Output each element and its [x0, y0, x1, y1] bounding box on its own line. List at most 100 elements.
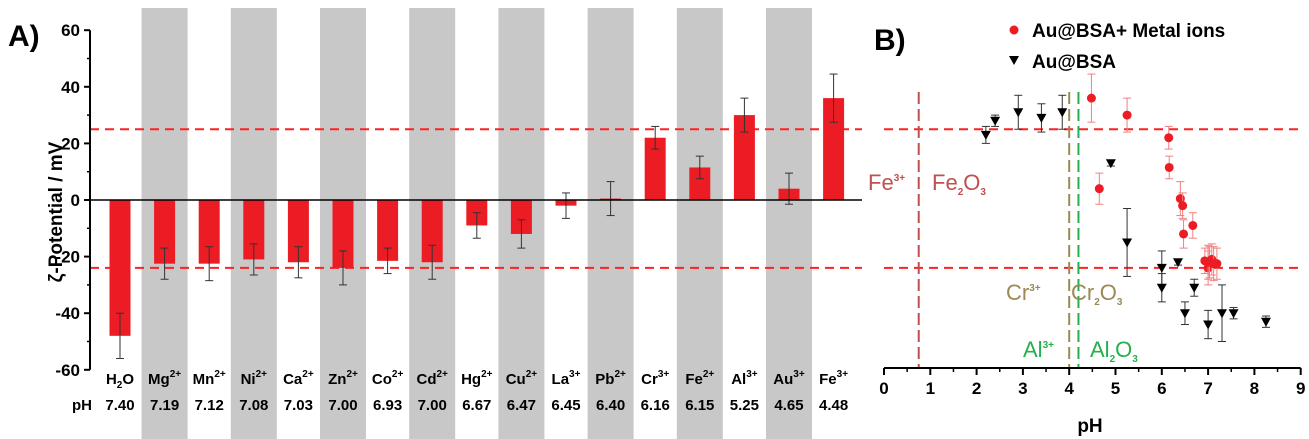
ph-value: 7.19 [150, 397, 179, 414]
x-tick-label: 2 [972, 379, 981, 398]
x-axis-title: pH [1077, 416, 1102, 437]
annotation-ion: Al [1023, 337, 1043, 362]
oxide-annotation: Al2O3 [1090, 337, 1138, 365]
x-tick-label: 4 [1064, 379, 1074, 398]
data-point [1156, 263, 1167, 273]
category-label: Hg2+ [461, 369, 493, 388]
legend: Au@BSA+ Metal ions Au@BSA [1009, 21, 1225, 73]
bar [198, 200, 220, 264]
oxide-subscript: 2 [958, 187, 964, 198]
ph-value: 5.25 [730, 397, 759, 414]
ion-charge: 2+ [436, 369, 448, 380]
ion-charge: 3+ [658, 369, 670, 380]
data-point [1212, 259, 1222, 269]
bars [109, 98, 845, 336]
ion-annotation: Cr3+ [1006, 280, 1041, 305]
bar [243, 200, 265, 260]
ion-charge: 2+ [392, 369, 404, 380]
oxide-oxygen: O [1100, 280, 1117, 305]
data-point [1036, 113, 1047, 123]
ph-values: 7.40 7.19 7.12 7.08 7.03 7.00 6.93 7.00 6.67 6.47… [105, 397, 848, 414]
category-label: Zn2+ [328, 369, 358, 388]
data-point [1228, 309, 1239, 319]
category-label: Fe2+ [685, 369, 714, 388]
ion-charge: 3+ [746, 369, 758, 380]
bar [823, 98, 845, 200]
legend-marker-circle [1009, 25, 1019, 35]
ion-charge: 2+ [214, 369, 226, 380]
oxide-metal: Fe [932, 170, 958, 195]
data-point [1260, 317, 1271, 327]
category-label: Mn2+ [193, 369, 226, 388]
oxide-annotation: Fe2O3 [932, 170, 986, 198]
category-labels: H2O Mg2+ Mn2+ Ni2+ Ca2+ Zn2+ Co2+ Cd2+ Hg2+ Cu2+ L… [106, 369, 848, 391]
ph-row-label: pH [72, 397, 92, 414]
scatter-points [980, 73, 1271, 342]
reference-lines-a [90, 128, 862, 269]
legend-label: Au@BSA+ Metal ions [1032, 21, 1225, 42]
category-label: Au3+ [773, 369, 805, 388]
category-label: Cu2+ [506, 369, 538, 388]
ion-symbol: H [106, 371, 117, 388]
vertical-lines-b [917, 92, 1080, 368]
ph-value: 7.00 [418, 397, 447, 414]
ph-value: 6.15 [685, 397, 714, 414]
shaded-column [676, 8, 723, 439]
bar [109, 200, 131, 336]
ion-symbol: Ni [241, 371, 256, 388]
annotation-charge: 3+ [1029, 283, 1041, 294]
ion-symbol: Mg [148, 371, 170, 388]
ion-charge: 2+ [256, 369, 268, 380]
category-label: Co2+ [372, 369, 404, 388]
category-label: Cd2+ [416, 369, 448, 388]
data-point [990, 116, 1001, 126]
legend-label: Au@BSA [1032, 52, 1116, 73]
category-label: Al3+ [731, 369, 758, 388]
category-label: Cr3+ [641, 369, 669, 388]
category-label: H2O [106, 371, 134, 391]
ion-charge: 2+ [703, 369, 715, 380]
shaded-column [766, 8, 812, 439]
ion-subscript: 2 [117, 380, 123, 391]
ion-symbol-suffix: O [122, 371, 134, 388]
annotation-ion: Cr [1006, 280, 1029, 305]
ion-charge: 3+ [837, 369, 849, 380]
y-tick-label: -20 [55, 248, 80, 267]
bar [421, 200, 443, 263]
category-label: Mg2+ [148, 369, 181, 388]
ph-value: 7.12 [195, 397, 224, 414]
reference-lines-b [884, 128, 1300, 269]
oxide-metal: Al [1090, 337, 1110, 362]
oxide-subscript: 2 [1110, 354, 1116, 365]
y-tick-label: 0 [71, 191, 80, 210]
ion-symbol: Fe [685, 371, 703, 388]
ion-charge: 2+ [302, 369, 314, 380]
oxide-subscript: 3 [980, 187, 986, 198]
x-tick-label: 9 [1296, 379, 1305, 398]
ph-value: 7.03 [284, 397, 313, 414]
y-axis-a: 60 40 20 0 -20 -40 -60 [55, 21, 862, 380]
data-point [1173, 258, 1184, 268]
category-label: Pb2+ [595, 369, 626, 388]
ion-charge: 2+ [526, 369, 538, 380]
ion-symbol: Al [731, 371, 746, 388]
data-point [1057, 108, 1068, 118]
ion-symbol: Cu [506, 371, 526, 388]
category-label: Fe3+ [819, 369, 848, 388]
data-point [1178, 201, 1188, 211]
data-point [980, 130, 991, 140]
data-point [1094, 184, 1104, 194]
category-label: Ca2+ [283, 369, 314, 388]
bar [733, 115, 755, 200]
ph-value: 4.48 [819, 397, 848, 414]
data-point [1179, 229, 1189, 239]
ph-value: 6.47 [507, 397, 536, 414]
data-point [1164, 133, 1174, 143]
panel-a-letter: A) [8, 20, 40, 53]
ph-value: 6.40 [596, 397, 625, 414]
x-tick-label: 0 [879, 379, 888, 398]
ion-charge: 3+ [793, 369, 805, 380]
ph-value: 7.00 [328, 397, 357, 414]
data-point [1216, 309, 1227, 319]
